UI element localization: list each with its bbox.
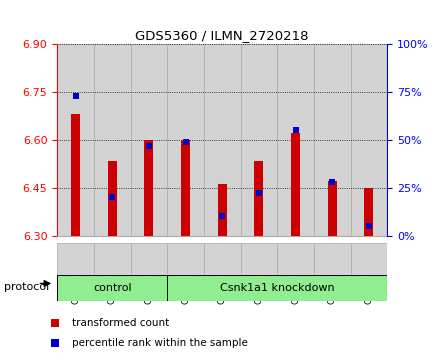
- Bar: [218, 184, 227, 236]
- Bar: [57, 275, 167, 301]
- Bar: [204, 44, 241, 236]
- Bar: [167, 275, 387, 301]
- Text: percentile rank within the sample: percentile rank within the sample: [72, 338, 248, 348]
- Bar: [314, 243, 351, 275]
- Bar: [364, 188, 374, 236]
- Text: transformed count: transformed count: [72, 318, 169, 328]
- Bar: [181, 140, 190, 236]
- Title: GDS5360 / ILMN_2720218: GDS5360 / ILMN_2720218: [136, 29, 309, 42]
- Text: control: control: [93, 283, 132, 293]
- Bar: [241, 44, 277, 236]
- Bar: [94, 44, 131, 236]
- Bar: [131, 44, 167, 236]
- Bar: [314, 44, 351, 236]
- Bar: [204, 243, 241, 275]
- Bar: [291, 133, 300, 236]
- Bar: [57, 243, 94, 275]
- Bar: [71, 114, 80, 236]
- Bar: [277, 243, 314, 275]
- Bar: [328, 181, 337, 236]
- Bar: [277, 44, 314, 236]
- Bar: [167, 243, 204, 275]
- Bar: [144, 140, 154, 236]
- Bar: [167, 44, 204, 236]
- Bar: [57, 44, 94, 236]
- Bar: [254, 160, 264, 236]
- Bar: [351, 243, 387, 275]
- Bar: [241, 243, 277, 275]
- Text: protocol: protocol: [4, 282, 50, 292]
- Text: Csnk1a1 knockdown: Csnk1a1 knockdown: [220, 283, 334, 293]
- Bar: [131, 243, 167, 275]
- Bar: [351, 44, 387, 236]
- Bar: [108, 160, 117, 236]
- Bar: [94, 243, 131, 275]
